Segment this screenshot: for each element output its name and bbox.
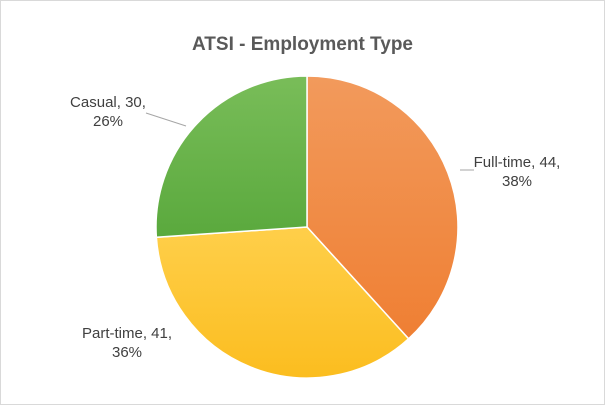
pie-slice-part-time	[155, 226, 410, 379]
pie-slice-full-time	[306, 75, 459, 340]
leader-line	[145, 112, 187, 127]
data-label-full-time: Full-time, 44, 38%	[474, 154, 561, 190]
chart-title: ATSI - Employment Type	[192, 34, 413, 55]
data-label-part-time: Part-time, 41, 36%	[82, 325, 172, 361]
pie-slice-casual	[155, 75, 308, 239]
data-label-casual: Casual, 30, 26%	[70, 94, 146, 130]
